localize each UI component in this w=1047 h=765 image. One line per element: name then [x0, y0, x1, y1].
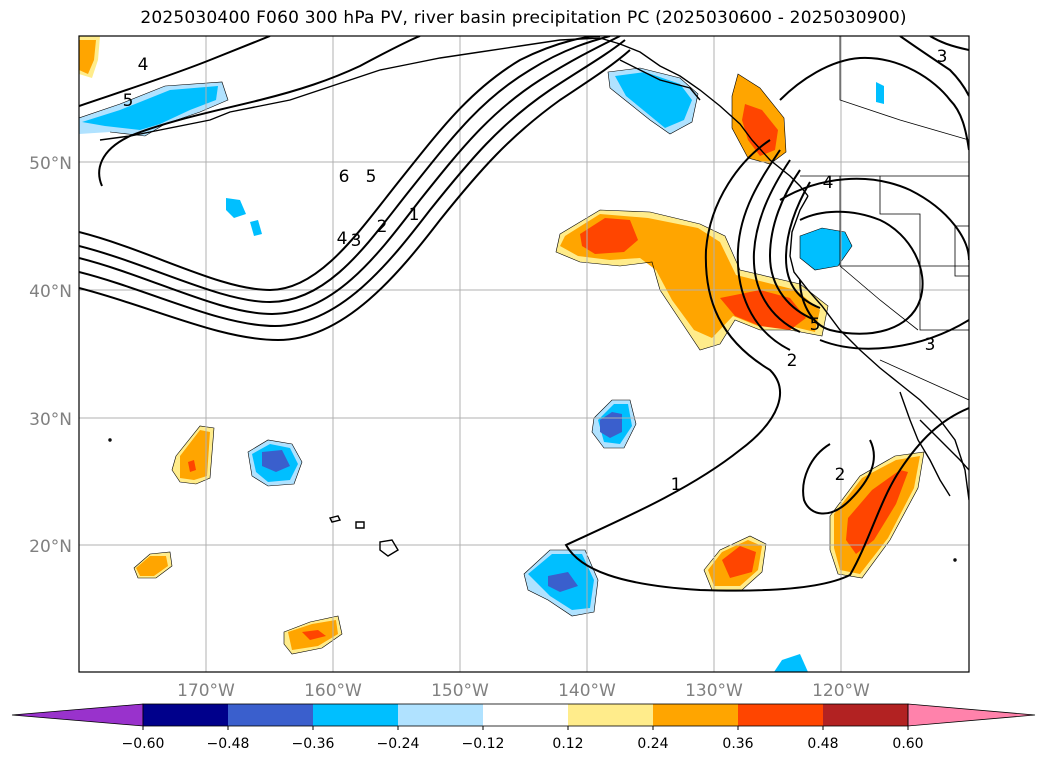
colorbar-swatch	[313, 704, 398, 726]
lon-label: 170°W	[177, 681, 235, 701]
lat-label: 30°N	[29, 410, 72, 430]
colorbar-tick-label: 0.36	[722, 736, 753, 752]
lon-label: 140°W	[558, 681, 616, 701]
colorbar-tick-label: 0.48	[807, 736, 838, 752]
colorbar: −0.60 −0.48 −0.36 −0.24 −0.12 0.12 0.24 0.36 0.4…	[11, 703, 1036, 752]
colorbar-tick-label: −0.48	[207, 736, 250, 752]
colorbar-tick-label: −0.36	[292, 736, 335, 752]
pv-contours	[79, 36, 969, 592]
colorbar-swatch	[398, 704, 483, 726]
pv-label: 4	[823, 173, 834, 193]
lat-label: 40°N	[29, 282, 72, 302]
pv-label: 4	[337, 229, 348, 249]
pv-label: 2	[835, 465, 846, 485]
colorbar-tick-label: 0.60	[892, 736, 923, 752]
colorbar-tick-label: −0.60	[122, 736, 165, 752]
lon-label: 150°W	[431, 681, 489, 701]
colorbar-extend-high	[907, 703, 1036, 727]
pv-label: 1	[409, 205, 420, 225]
colorbar-swatch	[823, 704, 908, 726]
colorbar-tick-label: −0.12	[462, 736, 505, 752]
pv-label: 6	[339, 167, 350, 187]
lat-label: 50°N	[29, 154, 72, 174]
colorbar-tick-label: −0.24	[377, 736, 420, 752]
pv-label: 5	[123, 91, 134, 111]
pv-label: 3	[937, 47, 948, 67]
pv-label: 3	[925, 335, 936, 355]
colorbar-swatch	[228, 704, 313, 726]
pv-label: 5	[810, 315, 821, 335]
colorbar-tick-label: 0.12	[552, 736, 583, 752]
coastlines	[99, 37, 969, 562]
map-title: 2025030400 F060 300 hPa PV, river basin …	[140, 8, 907, 28]
colorbar-tick-label: 0.24	[637, 736, 668, 752]
political-borders	[800, 36, 969, 401]
lon-label: 130°W	[685, 681, 743, 701]
lon-label: 160°W	[304, 681, 362, 701]
pv-contour-labels: 4 5 6 5 4 3 2 1 4 3 5 2 1 2 3	[123, 47, 948, 495]
colorbar-swatch	[738, 704, 823, 726]
colorbar-swatch	[568, 704, 653, 726]
lon-label: 120°W	[812, 681, 870, 701]
map-area	[79, 36, 969, 672]
latitude-labels: 50°N 40°N 30°N 20°N	[29, 154, 72, 557]
colorbar-outline	[142, 703, 909, 727]
colorbar-swatch	[143, 704, 228, 726]
pv-label: 3	[351, 231, 362, 251]
colorbar-swatch	[653, 704, 738, 726]
pv-label: 2	[787, 351, 798, 371]
pv-label: 2	[377, 217, 388, 237]
colorbar-extend-low	[11, 703, 144, 727]
colorbar-swatch	[483, 704, 568, 726]
precip-shading	[79, 36, 924, 672]
pv-label: 1	[671, 475, 682, 495]
pv-label: 5	[366, 167, 377, 187]
longitude-labels: 170°W 160°W 150°W 140°W 130°W 120°W	[177, 681, 870, 701]
map-frame	[78, 35, 970, 673]
pv-label: 4	[138, 55, 149, 75]
lat-label: 20°N	[29, 537, 72, 557]
gridlines	[79, 36, 969, 672]
